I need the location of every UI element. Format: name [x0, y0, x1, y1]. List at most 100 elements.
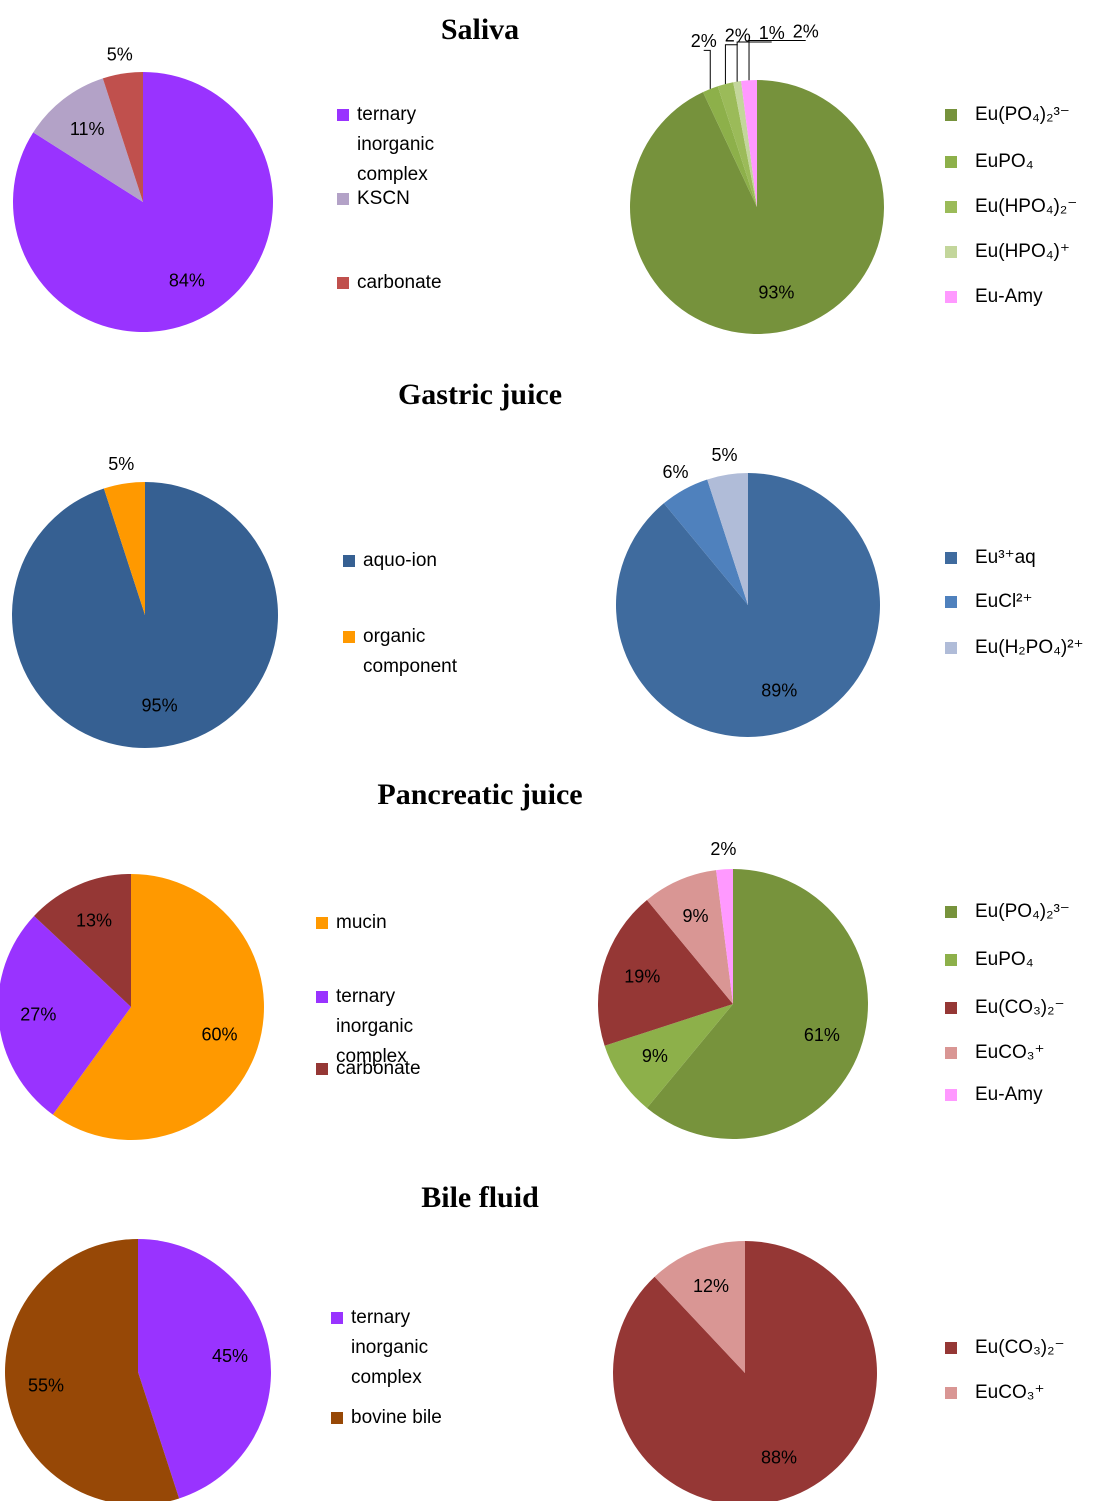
data-label: 88%: [761, 1448, 797, 1468]
legend-item: ternary inorganic complex: [331, 1303, 481, 1393]
legend-swatch: [316, 991, 328, 1003]
legend-swatch: [337, 193, 349, 205]
pie-slice: [646, 870, 733, 1004]
legend-item: EuCl²⁺: [945, 587, 1095, 617]
legend-label: EuCO₃⁺: [975, 1382, 1045, 1403]
legend-swatch: [945, 201, 957, 213]
pie-slice: [5, 1239, 180, 1501]
data-label: 5%: [711, 445, 737, 465]
pie-slice: [604, 1004, 733, 1109]
legend-swatch: [945, 1342, 957, 1354]
legend-label: Eu-Amy: [975, 1084, 1043, 1105]
legend-swatch: [945, 156, 957, 168]
data-label: 5%: [107, 44, 133, 64]
legend-label: Eu(H₂PO₄)²⁺: [975, 637, 1084, 658]
legend-label: carbonate: [357, 272, 442, 293]
data-label: 19%: [624, 966, 660, 986]
pie-slice: [663, 479, 748, 605]
data-label: 9%: [682, 906, 708, 926]
legend-swatch: [337, 109, 349, 121]
legend-label: ternary inorganic complex: [351, 1307, 429, 1388]
legend-swatch: [945, 1047, 957, 1059]
legend-swatch: [945, 1387, 957, 1399]
legend-item: Eu(CO₃)₂⁻: [945, 1333, 1095, 1363]
legend-label: Eu-Amy: [975, 286, 1043, 307]
legend-item: EuCO₃⁺: [945, 1038, 1095, 1068]
legend-label: Eu³⁺aq: [975, 547, 1036, 568]
legend-item: KSCN: [337, 184, 487, 214]
pie-slice: [741, 80, 757, 207]
data-label: 60%: [202, 1025, 238, 1045]
leader-line: [724, 44, 738, 84]
legend-item: aquo-ion: [343, 546, 493, 576]
legend-item: EuPO₄: [945, 147, 1095, 177]
leader-line: [748, 40, 806, 81]
legend-item: Eu(PO₄)₂³⁻: [945, 100, 1095, 130]
legend-swatch: [316, 917, 328, 929]
pie-slice: [52, 874, 265, 1140]
legend-label: Eu(PO₄)₂³⁻: [975, 901, 1070, 922]
legend-label: EuPO₄: [975, 949, 1034, 970]
legend-item: EuPO₄: [945, 945, 1095, 975]
legend-swatch: [945, 954, 957, 966]
legend-item: mucin: [316, 908, 466, 938]
legend-item: Eu³⁺aq: [945, 543, 1095, 573]
pie-slice: [103, 482, 145, 615]
data-label: 1%: [759, 23, 785, 43]
pie-slice: [616, 473, 881, 738]
pie-slice: [597, 899, 733, 1046]
section-title: Bile fluid: [421, 1181, 539, 1214]
legend-label: Eu(PO₄)₂³⁻: [975, 104, 1070, 125]
legend-label: Eu(CO₃)₂⁻: [975, 997, 1065, 1018]
legend-item: carbonate: [337, 268, 487, 298]
legend-label: bovine bile: [351, 1407, 442, 1428]
legend-item: ternary inorganic complex: [337, 100, 487, 190]
legend-item: Eu(HPO₄)⁺: [945, 237, 1095, 267]
pie-slice: [102, 72, 143, 202]
legend-swatch: [343, 555, 355, 567]
legend-label: Eu(CO₃)₂⁻: [975, 1337, 1065, 1358]
legend-swatch: [945, 246, 957, 258]
pie-slice: [716, 869, 733, 1004]
legend-label: Eu(HPO₄)₂⁻: [975, 196, 1078, 217]
data-label: 13%: [76, 910, 112, 930]
pie-slice: [733, 81, 757, 207]
legend-item: carbonate: [316, 1054, 466, 1084]
pie-slice: [34, 874, 131, 1007]
data-label: 89%: [761, 681, 797, 701]
legend-swatch: [331, 1312, 343, 1324]
pie-slice: [707, 473, 748, 605]
legend-label: carbonate: [336, 1058, 421, 1079]
legend-swatch: [945, 1089, 957, 1101]
pie-slice: [0, 915, 131, 1115]
legend-swatch: [331, 1412, 343, 1424]
legend-label: Eu(HPO₄)⁺: [975, 241, 1070, 262]
data-label: 2%: [710, 839, 736, 859]
legend-item: Eu-Amy: [945, 282, 1095, 312]
pie-slice: [33, 78, 144, 202]
legend-item: organic component: [343, 622, 493, 682]
legend-swatch: [945, 906, 957, 918]
legend-label: KSCN: [357, 188, 410, 209]
data-label: 93%: [758, 283, 794, 303]
legend-label: ternary inorganic complex: [357, 104, 435, 185]
legend-item: Eu(PO₄)₂³⁻: [945, 897, 1095, 927]
data-label: 2%: [725, 26, 751, 46]
data-label: 27%: [20, 1005, 56, 1025]
legend-swatch: [945, 109, 957, 121]
legend-swatch: [316, 1063, 328, 1075]
data-label: 84%: [169, 270, 205, 290]
legend-item: Eu-Amy: [945, 1080, 1095, 1110]
pie-slice: [717, 82, 757, 207]
legend-item: EuCO₃⁺: [945, 1378, 1095, 1408]
data-label: 9%: [642, 1046, 668, 1066]
data-label: 2%: [793, 21, 819, 41]
legend-swatch: [945, 552, 957, 564]
legend-item: ternary inorganic complex: [316, 982, 466, 1072]
legend-swatch: [945, 596, 957, 608]
leader-line: [736, 41, 772, 82]
pie-slice: [138, 1239, 271, 1499]
legend-item: Eu(HPO₄)₂⁻: [945, 192, 1095, 222]
leader-line: [703, 49, 711, 89]
data-label: 55%: [28, 1375, 64, 1395]
